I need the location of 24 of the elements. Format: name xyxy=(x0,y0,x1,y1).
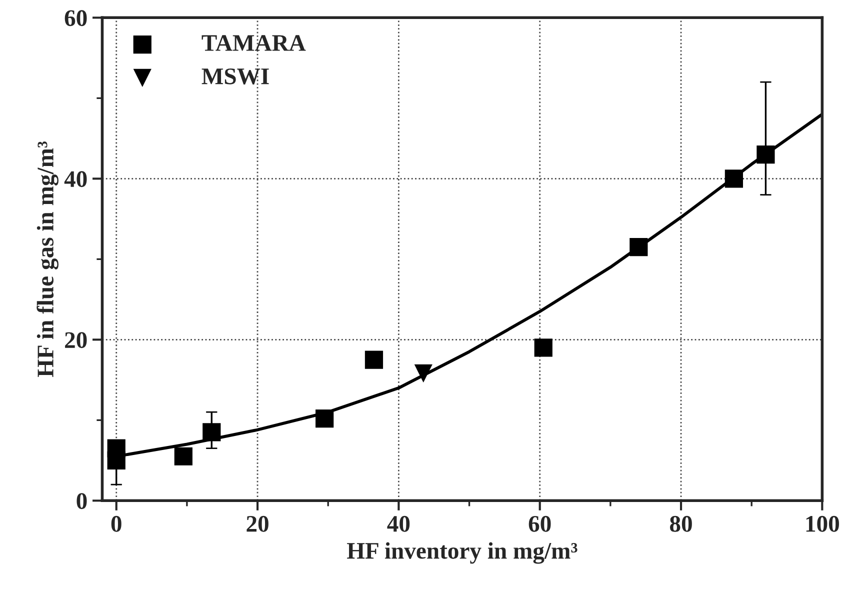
point xyxy=(534,338,552,357)
y-tick-label: 20 xyxy=(65,332,87,348)
x-tick-label: 100 xyxy=(806,516,839,532)
point xyxy=(630,238,648,256)
point xyxy=(202,423,221,442)
legend-label: TAMARA xyxy=(202,35,306,51)
point xyxy=(174,447,192,466)
y-tick-label: 40 xyxy=(64,171,87,188)
point xyxy=(107,439,126,458)
point xyxy=(724,170,744,188)
point xyxy=(364,350,384,369)
x-tick-label: 20 xyxy=(246,516,268,532)
legend-label: MSWI xyxy=(202,68,269,84)
x-tick-label: 40 xyxy=(387,516,410,532)
x-axis-title: HF inventory in mg/m³ xyxy=(347,542,578,564)
x-tick-label: 0 xyxy=(111,516,122,532)
x-tick-label: 80 xyxy=(670,516,692,532)
point xyxy=(316,409,334,428)
x-tick-label: 60 xyxy=(528,516,551,532)
y-axis-title: HF in flue gas in mg/m³ xyxy=(36,141,58,377)
point xyxy=(414,364,432,383)
y-tick-label: 60 xyxy=(64,10,87,26)
point xyxy=(756,145,775,164)
y-tick-label: 0 xyxy=(76,493,87,510)
